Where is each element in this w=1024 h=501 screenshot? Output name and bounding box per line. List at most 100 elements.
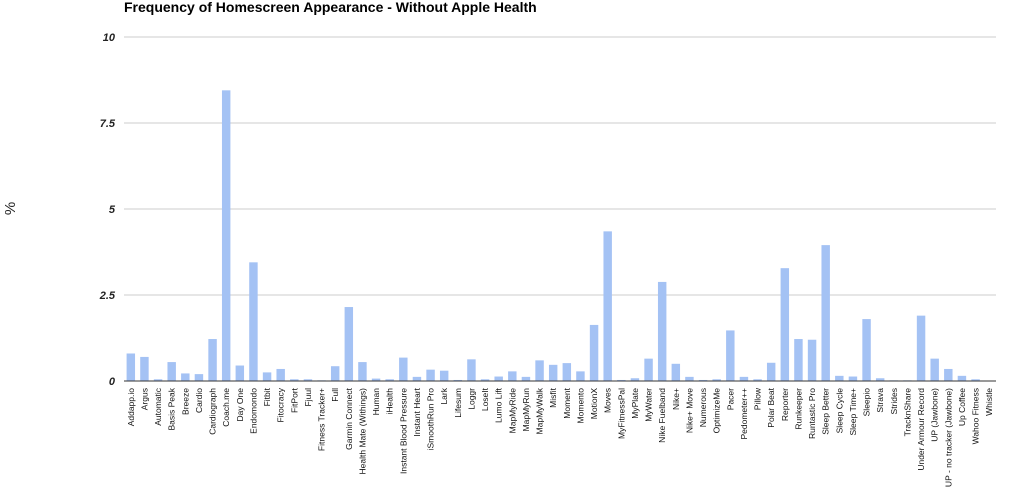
bar [712,379,721,381]
x-tick-label: Endomondo [248,388,258,434]
x-tick-label: Instant Blood Pressure [398,388,408,474]
x-tick-label: Moment [562,387,572,418]
bar [140,356,149,381]
bar [739,376,749,381]
x-tick-label: UP (Jawbone) [930,388,940,442]
x-tick-label: iHealth [385,388,395,415]
bar [303,379,313,381]
bar [371,378,381,381]
bar [508,371,517,381]
bar [453,379,463,381]
bar [249,262,258,381]
y-tick-label: 0 [109,376,116,388]
x-tick-label: LoseIt [480,387,490,411]
x-tick-label: iSmoothRun Pro [426,388,436,451]
x-tick-label: MapMyRide [507,388,517,434]
bar [480,379,490,381]
x-tick-label: Whistle [984,388,994,416]
x-tick-label: Lark [439,387,449,404]
x-tick-label: Instant Heart [412,387,422,436]
x-tick-label: Pacer [725,388,735,410]
x-tick-label: MapMyWalk [535,387,545,434]
bar [957,375,967,381]
x-tick-label: MyPlate [630,388,640,419]
bar [167,362,176,381]
x-tick-label: Nike+ Move [684,388,694,433]
bar [685,376,694,381]
x-tick-labels: Addapp.io Argus Automatic Basis Peak Breeze C… [126,387,994,487]
bar [766,362,776,381]
bar [181,373,190,381]
bar [330,366,340,381]
x-tick-label: Garmin Connect [344,387,354,450]
x-tick-label: OptimizeMe [712,388,722,434]
bar [344,307,354,381]
bar [671,363,681,381]
x-tick-label: Fitness Tracker+ [317,388,327,451]
bar [276,368,285,381]
x-tick-label: Sleep Better [821,388,831,435]
x-tick-label: Pillow [753,387,763,410]
bar [521,376,531,381]
x-tick-label: Up Coffee [957,388,967,426]
bar [617,379,626,381]
y-tick-label: 10 [103,32,116,44]
x-tick-label: Health Mate (Withings) [357,388,367,475]
bar [644,358,653,381]
x-tick-label: TracknShare [902,388,912,437]
bar [576,371,585,381]
x-tick-label: Runkeeper [793,388,803,430]
bar [439,370,449,381]
y-tick-label: 7.5 [100,118,116,130]
x-tick-label: Fitocracy [276,387,286,422]
x-tick-label: Numerous [698,388,708,427]
gridlines [124,36,996,296]
bar [412,376,422,381]
x-tick-label: Automatic [153,387,163,426]
x-tick-label: Polar Beat [766,387,776,427]
bar [153,379,163,381]
bar [221,90,231,381]
bar [698,379,708,381]
x-tick-label: Under Armour Record [916,388,926,471]
bar [208,339,217,381]
bar [562,363,572,381]
x-tick-label: Argus [139,388,149,410]
x-tick-label: Fjuul [303,388,313,407]
x-tick-label: Nike+ [671,388,681,410]
x-tick-label: Fitbit [262,387,272,406]
bar [262,372,272,381]
x-tick-label: Moves [603,388,613,413]
bar [494,376,503,381]
x-tick-label: Full [330,388,340,402]
bars [126,90,980,381]
x-tick-label: Breeze [180,388,190,415]
y-tick-label: 2.5 [99,290,116,302]
x-tick-label: Runtastic Pro [807,388,817,439]
bar [726,330,735,381]
bar [358,362,367,381]
bar [385,379,394,381]
bar [916,315,926,381]
x-tick-label: Cardio [194,388,204,413]
x-tick-label: Sleep Cycle [834,388,844,434]
bar [971,379,980,381]
x-tick-label: Strides [889,388,899,414]
x-tick-label: Coach.me [221,388,231,427]
bar [780,268,790,381]
x-tick-label: FitPort [289,387,299,413]
x-tick-label: Basis Peak [167,387,177,430]
bar [290,379,299,381]
bar [753,379,762,381]
bar [467,359,476,381]
x-tick-label: Day One [235,388,245,422]
x-tick-label: Wahoo Fitness [971,388,981,444]
bar [548,364,558,381]
x-tick-label: Loggr [466,388,476,410]
bar [875,378,885,381]
bar [807,339,817,381]
x-tick-label: Momento [575,388,585,424]
bar [399,357,408,381]
bar [944,368,953,381]
x-tick-label: Pedometer++ [739,388,749,440]
